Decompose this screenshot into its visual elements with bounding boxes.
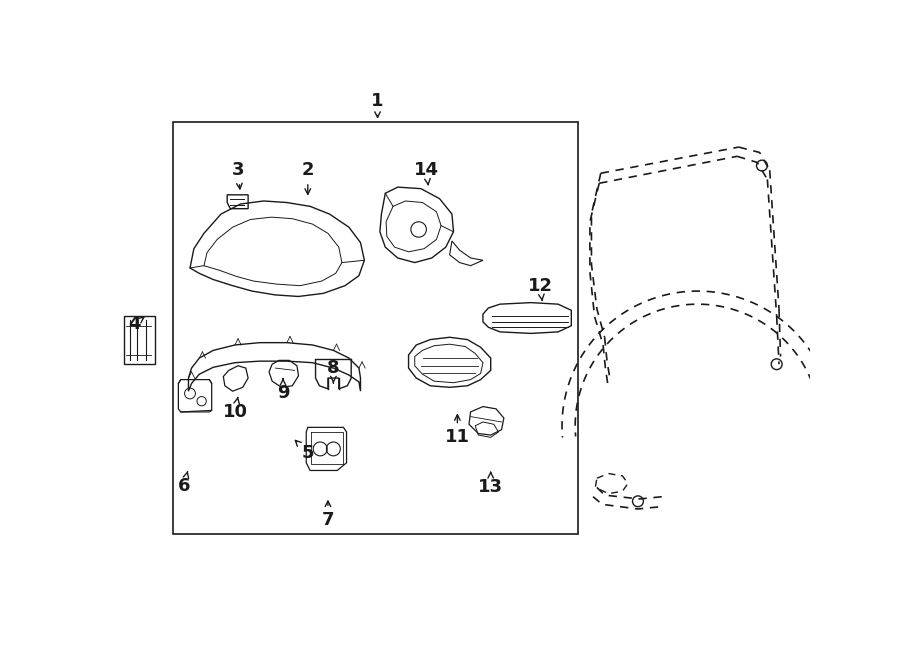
- Text: 6: 6: [177, 471, 190, 495]
- Text: 9: 9: [277, 379, 289, 403]
- Text: 7: 7: [321, 501, 334, 529]
- Text: 8: 8: [327, 359, 339, 383]
- Text: 4: 4: [128, 315, 144, 333]
- Text: 14: 14: [414, 161, 439, 185]
- Text: 2: 2: [302, 161, 314, 194]
- Text: 10: 10: [222, 397, 248, 421]
- Text: 13: 13: [478, 472, 503, 496]
- Text: 12: 12: [527, 277, 553, 301]
- Text: 11: 11: [445, 414, 470, 446]
- Text: 1: 1: [372, 92, 383, 118]
- Text: 3: 3: [232, 161, 244, 189]
- Text: 5: 5: [295, 440, 314, 462]
